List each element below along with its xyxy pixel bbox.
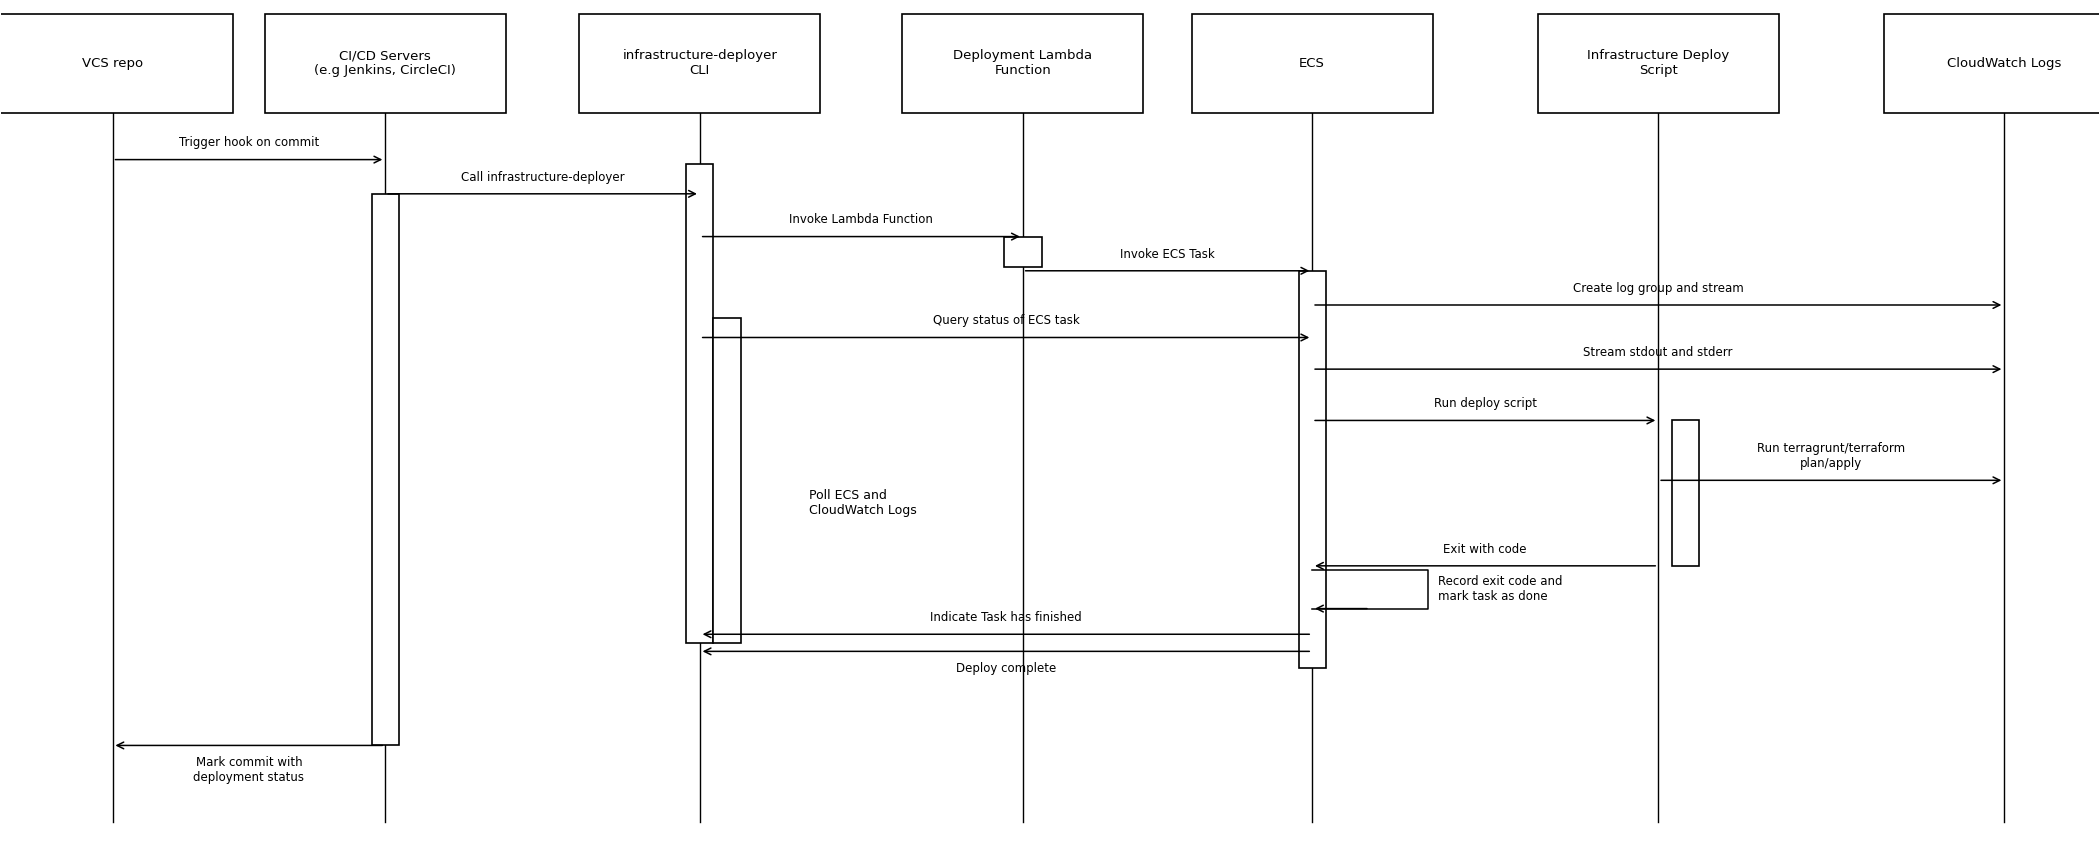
Bar (1537, 15, 1779, 112)
Text: infrastructure-deployer
CLI: infrastructure-deployer CLI (622, 50, 777, 77)
Bar (1884, 15, 2100, 112)
Text: Query status of ECS task: Query status of ECS task (932, 314, 1079, 327)
Text: Call infrastructure-deployer: Call infrastructure-deployer (460, 171, 624, 184)
Text: Exit with code: Exit with code (1443, 542, 1527, 556)
Bar (1004, 237, 1042, 267)
Text: Poll ECS and
CloudWatch Logs: Poll ECS and CloudWatch Logs (808, 489, 916, 517)
Bar (714, 317, 741, 643)
Text: CloudWatch Logs: CloudWatch Logs (1947, 57, 2062, 69)
Text: Indicate Task has finished: Indicate Task has finished (930, 611, 1082, 624)
Text: Trigger hook on commit: Trigger hook on commit (178, 136, 319, 149)
Text: Invoke ECS Task: Invoke ECS Task (1119, 247, 1214, 261)
Text: Create log group and stream: Create log group and stream (1573, 281, 1743, 295)
Bar (0, 15, 233, 112)
Text: Run deploy script: Run deploy script (1434, 397, 1537, 410)
Text: Run terragrunt/terraform
plan/apply: Run terragrunt/terraform plan/apply (1758, 442, 1905, 470)
Text: Mark commit with
deployment status: Mark commit with deployment status (193, 756, 304, 783)
Bar (1298, 271, 1325, 668)
Text: Stream stdout and stderr: Stream stdout and stderr (1583, 346, 1732, 359)
Bar (687, 164, 714, 643)
Text: Infrastructure Deploy
Script: Infrastructure Deploy Script (1588, 50, 1728, 77)
Bar (1672, 420, 1699, 565)
Text: Deploy complete: Deploy complete (956, 662, 1056, 674)
Text: ECS: ECS (1300, 57, 1325, 69)
Bar (1191, 15, 1432, 112)
Bar (580, 15, 821, 112)
Text: CI/CD Servers
(e.g Jenkins, CircleCI): CI/CD Servers (e.g Jenkins, CircleCI) (315, 50, 456, 77)
Bar (372, 194, 399, 746)
Text: Record exit code and
mark task as done: Record exit code and mark task as done (1438, 576, 1562, 603)
Bar (265, 15, 506, 112)
Text: VCS repo: VCS repo (82, 57, 143, 69)
Bar (903, 15, 1142, 112)
Text: Invoke Lambda Function: Invoke Lambda Function (790, 214, 932, 227)
Text: Deployment Lambda
Function: Deployment Lambda Function (953, 50, 1092, 77)
